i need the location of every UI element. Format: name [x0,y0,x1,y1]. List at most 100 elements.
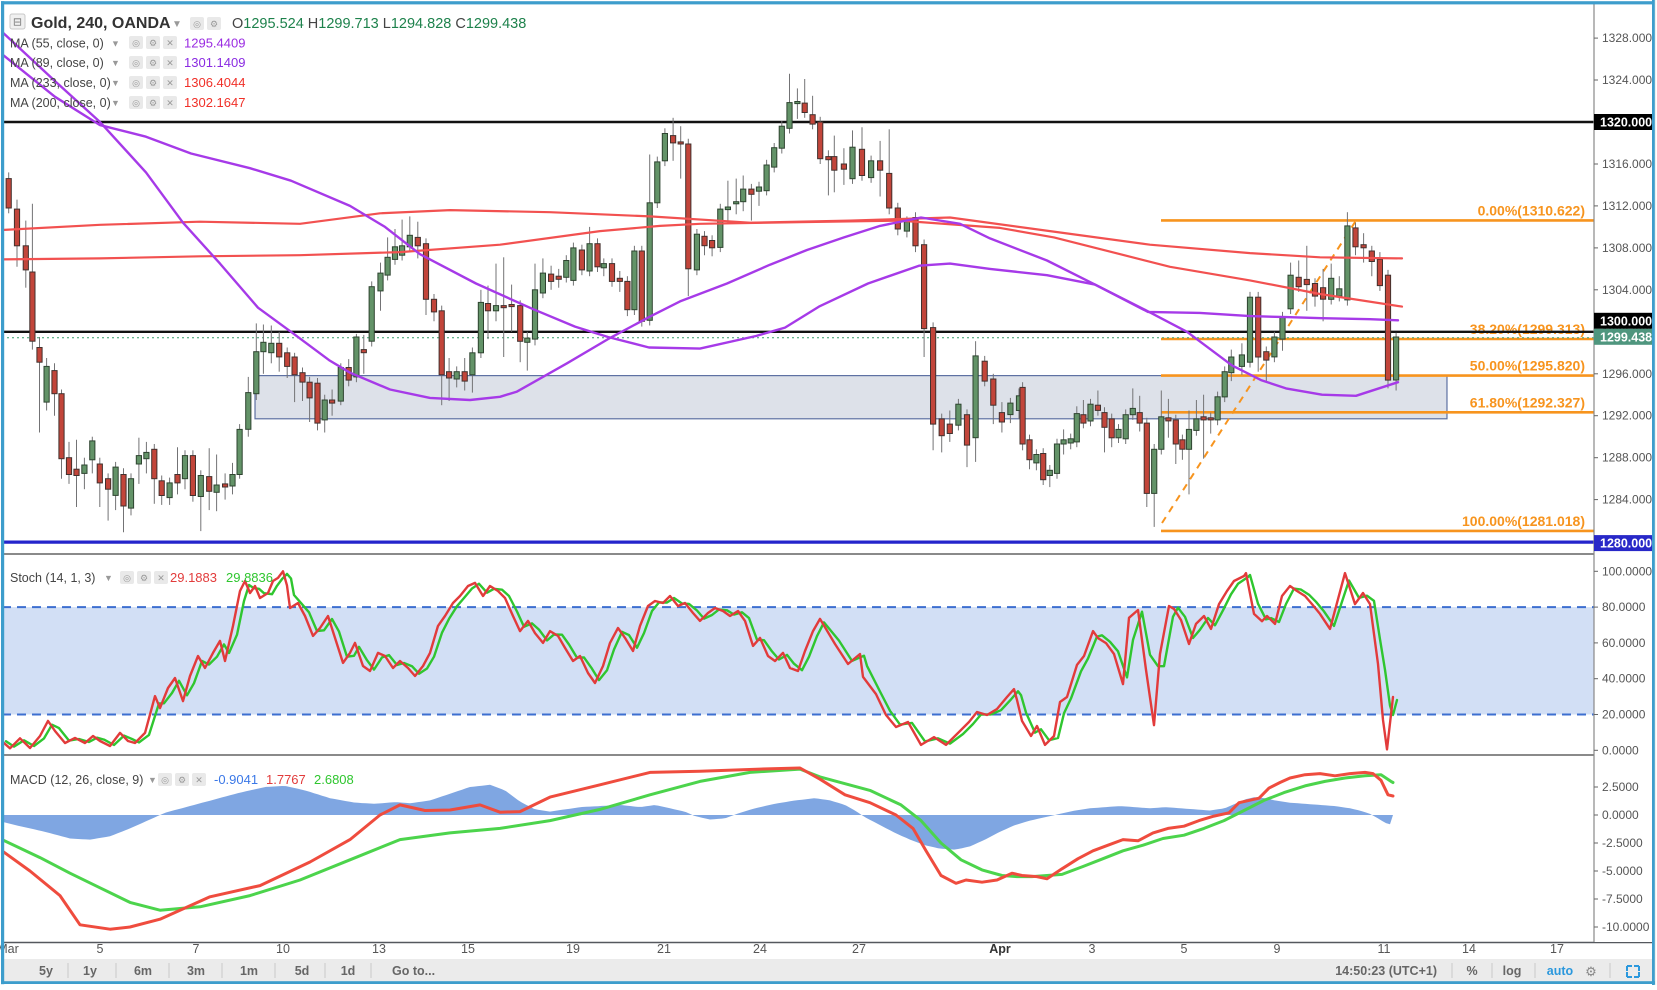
svg-text:1295.4409: 1295.4409 [184,36,245,51]
svg-text:7: 7 [193,942,200,956]
svg-text:Apr: Apr [989,942,1011,956]
svg-text:✕: ✕ [166,38,174,48]
svg-text:40.0000: 40.0000 [1602,672,1646,686]
svg-text:▼: ▼ [111,39,120,49]
svg-text:1296.000: 1296.000 [1602,367,1652,381]
svg-text:1292.000: 1292.000 [1602,409,1652,423]
svg-text:◎: ◎ [161,775,169,785]
svg-text:◎: ◎ [132,78,140,88]
svg-text:0.0000: 0.0000 [1602,743,1639,757]
svg-text:50.00%(1295.820): 50.00%(1295.820) [1470,358,1585,374]
svg-text:10: 10 [276,942,290,956]
svg-text:14: 14 [1462,942,1476,956]
svg-text:20.0000: 20.0000 [1602,708,1646,722]
svg-text:0.0000: 0.0000 [1602,808,1639,822]
svg-text:▼: ▼ [111,78,120,88]
svg-text:6m: 6m [134,964,152,978]
svg-text:⚙: ⚙ [149,38,157,48]
svg-text:11: 11 [1378,942,1391,956]
svg-text:◎: ◎ [132,98,140,108]
svg-text:1m: 1m [240,964,258,978]
svg-text:-0.9041: -0.9041 [214,772,258,787]
svg-text:MACD (12, 26, close, 9): MACD (12, 26, close, 9) [10,773,143,787]
svg-text:100.0000: 100.0000 [1602,564,1652,578]
svg-text:✕: ✕ [157,573,165,583]
svg-text:-5.0000: -5.0000 [1602,864,1643,878]
svg-text:1306.4044: 1306.4044 [184,75,245,90]
svg-text:⊟: ⊟ [13,17,22,29]
svg-text:Stoch (14, 1, 3): Stoch (14, 1, 3) [10,571,95,585]
svg-text:1300.000: 1300.000 [1600,314,1652,328]
svg-text:%: % [1466,964,1477,978]
svg-text:1d: 1d [341,964,356,978]
svg-text:auto: auto [1547,964,1574,978]
svg-text:1312.000: 1312.000 [1602,199,1652,213]
svg-text:5: 5 [1181,942,1188,956]
svg-text:✕: ✕ [195,775,203,785]
svg-text:▼: ▼ [104,573,113,583]
svg-text:log: log [1503,964,1522,978]
svg-text:61.80%(1292.327): 61.80%(1292.327) [1470,394,1585,410]
svg-text:1288.000: 1288.000 [1602,451,1652,465]
svg-text:-10.0000: -10.0000 [1602,920,1650,934]
svg-text:Mar: Mar [0,942,19,956]
svg-text:3m: 3m [187,964,205,978]
svg-text:1301.1409: 1301.1409 [184,55,245,70]
svg-text:MA (89, close, 0): MA (89, close, 0) [10,56,104,70]
svg-text:1328.000: 1328.000 [1602,31,1652,45]
svg-text:Gold, 240, OANDA: Gold, 240, OANDA [31,15,171,32]
svg-text:5: 5 [97,942,104,956]
svg-text:0.00%(1310.622): 0.00%(1310.622) [1478,202,1585,218]
svg-text:▼: ▼ [111,58,120,68]
svg-text:29.1883: 29.1883 [170,570,217,585]
svg-text:Go to...: Go to... [392,964,435,978]
svg-text:✕: ✕ [166,78,174,88]
svg-text:100.00%(1281.018): 100.00%(1281.018) [1462,513,1585,529]
svg-text:⚙: ⚙ [149,58,157,68]
svg-text:13: 13 [372,942,386,956]
svg-text:1316.000: 1316.000 [1602,157,1652,171]
svg-text:✕: ✕ [166,98,174,108]
svg-text:▼: ▼ [148,775,157,785]
svg-text:29.8836: 29.8836 [226,570,273,585]
svg-text:⚙: ⚙ [178,775,186,785]
svg-text:O1295.524 H1299.713 L1294.82: O1295.524 H1299.713 L1294.828 C1299.438 [232,16,526,32]
svg-text:1280.000: 1280.000 [1600,537,1652,551]
svg-text:▼: ▼ [172,19,182,30]
svg-text:1324.000: 1324.000 [1602,73,1652,87]
svg-text:5y: 5y [39,964,53,978]
svg-text:⚙: ⚙ [149,78,157,88]
svg-text:19: 19 [566,942,580,956]
svg-text:1304.000: 1304.000 [1602,283,1652,297]
svg-text:⚙: ⚙ [149,98,157,108]
svg-text:24: 24 [753,942,767,956]
svg-text:▼: ▼ [111,98,120,108]
svg-text:1.7767: 1.7767 [266,772,306,787]
svg-text:2.5000: 2.5000 [1602,780,1639,794]
svg-text:21: 21 [657,942,671,956]
svg-text:5d: 5d [295,964,310,978]
svg-text:60.0000: 60.0000 [1602,636,1646,650]
svg-text:1308.000: 1308.000 [1602,241,1652,255]
svg-text:1y: 1y [83,964,97,978]
svg-text:-7.5000: -7.5000 [1602,892,1643,906]
svg-text:80.0000: 80.0000 [1602,600,1646,614]
svg-text:◎: ◎ [193,19,201,29]
svg-text:2.6808: 2.6808 [314,772,354,787]
svg-text:◎: ◎ [123,573,131,583]
svg-text:✕: ✕ [166,58,174,68]
svg-text:◎: ◎ [132,38,140,48]
svg-text:14:50:23 (UTC+1): 14:50:23 (UTC+1) [1335,964,1437,978]
svg-text:1302.1647: 1302.1647 [184,95,245,110]
svg-text:MA (55, close, 0): MA (55, close, 0) [10,37,104,51]
svg-text:MA (200, close, 0): MA (200, close, 0) [10,96,111,110]
svg-text:◎: ◎ [132,58,140,68]
svg-text:⚙: ⚙ [140,573,148,583]
svg-text:9: 9 [1274,942,1281,956]
svg-text:1320.000: 1320.000 [1600,116,1652,130]
svg-text:1299.438: 1299.438 [1600,330,1652,344]
svg-text:38.20%(1299.313): 38.20%(1299.313) [1470,321,1585,337]
svg-text:⚙: ⚙ [1585,964,1597,979]
svg-text:1284.000: 1284.000 [1602,493,1652,507]
svg-text:MA (233, close, 0): MA (233, close, 0) [10,76,111,90]
